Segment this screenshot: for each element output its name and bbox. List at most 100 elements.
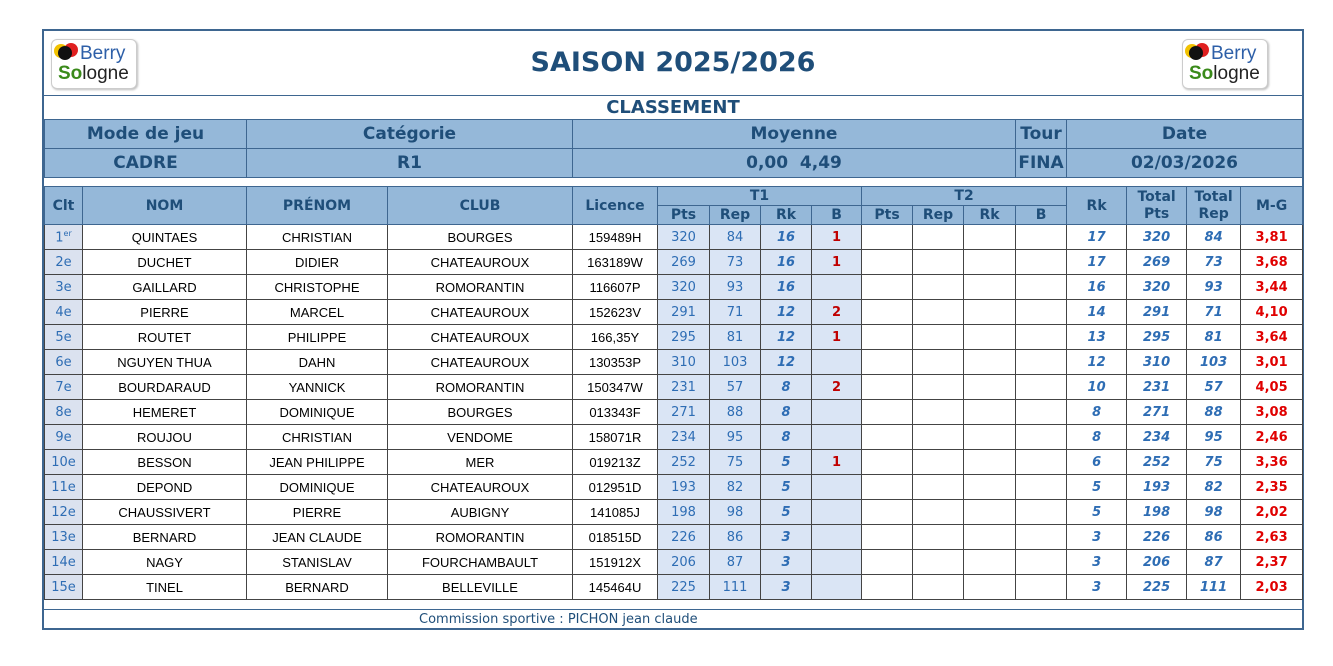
- cell-club: ROMORANTIN: [387, 524, 573, 550]
- cell-nom: BERNARD: [82, 524, 247, 550]
- cell-nom: GAILLARD: [82, 274, 247, 300]
- cell-nom: NGUYEN THUA: [82, 349, 247, 375]
- cell-club: CHATEAUROUX: [387, 349, 573, 375]
- cell-t2-empty: [963, 424, 1017, 450]
- cell-pts: 291: [657, 299, 710, 325]
- cell-club: BELLEVILLE: [387, 574, 573, 600]
- col-t1-pts: Pts: [657, 205, 710, 225]
- table-row: 2e DUCHET DIDIER CHATEAUROUX 163189W 269 73 16 1…: [44, 249, 1304, 275]
- cell-nom: HEMERET: [82, 399, 247, 425]
- cell-b: [810, 274, 863, 300]
- cell-t2-empty: [1015, 274, 1068, 300]
- cell-rk1: 5: [760, 449, 812, 475]
- cell-rep: 103: [709, 349, 761, 375]
- cell-prenom: YANNICK: [246, 374, 388, 400]
- cell-tr: 75: [1186, 449, 1242, 475]
- cell-b: [810, 399, 863, 425]
- cell-t2-empty: [963, 574, 1017, 600]
- cell-t2-empty: [963, 474, 1017, 500]
- cell-t2-empty: [1015, 249, 1068, 275]
- cell-prenom: CHRISTIAN: [246, 224, 388, 250]
- table-row: 15e TINEL BERNARD BELLEVILLE 145464U 225 111 3 3…: [44, 574, 1304, 600]
- cell-b: 1: [810, 324, 863, 350]
- cell-t2-empty: [1015, 374, 1068, 400]
- cell-t2-empty: [912, 299, 965, 325]
- cell-rk: 3: [1066, 574, 1128, 600]
- cell-club: FOURCHAMBAULT: [387, 549, 573, 575]
- cell-club: CHATEAUROUX: [387, 324, 573, 350]
- cell-rk: 6: [1066, 449, 1128, 475]
- cell-b: 1: [810, 249, 863, 275]
- cell-clt: 9e: [44, 424, 83, 450]
- cell-club: MER: [387, 449, 573, 475]
- cell-tr: 98: [1186, 499, 1242, 525]
- cell-b: [810, 499, 863, 525]
- cell-licence: 019213Z: [572, 449, 658, 475]
- cell-nom: CHAUSSIVERT: [82, 499, 247, 525]
- cell-b: [810, 574, 863, 600]
- cell-t2-empty: [1015, 424, 1068, 450]
- cell-rep: 88: [709, 399, 761, 425]
- cell-t2-empty: [861, 499, 914, 525]
- col-t2-rk: Rk: [963, 205, 1017, 225]
- cell-mg: 2,37: [1240, 549, 1304, 575]
- cell-t2-empty: [912, 374, 965, 400]
- cell-club: BOURGES: [387, 399, 573, 425]
- cell-b: [810, 474, 863, 500]
- ranking-sheet: Berry Sologne Berry Sologne SAISON 2025/20…: [42, 29, 1304, 630]
- cell-nom: BESSON: [82, 449, 247, 475]
- cell-rk: 16: [1066, 274, 1128, 300]
- cell-club: CHATEAUROUX: [387, 249, 573, 275]
- cell-b: 1: [810, 224, 863, 250]
- cell-t2-empty: [1015, 399, 1068, 425]
- cell-licence: 012951D: [572, 474, 658, 500]
- cell-prenom: JEAN PHILIPPE: [246, 449, 388, 475]
- label-categorie: Catégorie: [246, 119, 573, 149]
- cell-rk1: 12: [760, 299, 812, 325]
- cell-t2-empty: [912, 449, 965, 475]
- col-t1-b: B: [810, 205, 863, 225]
- cell-t2-empty: [912, 349, 965, 375]
- cell-clt: 12e: [44, 499, 83, 525]
- cell-rk: 17: [1066, 249, 1128, 275]
- cell-pts: 310: [657, 349, 710, 375]
- cell-t2-empty: [861, 224, 914, 250]
- cell-b: [810, 549, 863, 575]
- cell-mg: 2,35: [1240, 474, 1304, 500]
- cell-prenom: CHRISTOPHE: [246, 274, 388, 300]
- cell-prenom: MARCEL: [246, 299, 388, 325]
- cell-rk1: 5: [760, 474, 812, 500]
- cell-b: [810, 349, 863, 375]
- cell-rk: 5: [1066, 499, 1128, 525]
- cell-t2-empty: [861, 524, 914, 550]
- cell-nom: TINEL: [82, 574, 247, 600]
- cell-tp: 226: [1126, 524, 1188, 550]
- cell-b: 2: [810, 299, 863, 325]
- cell-clt: 3e: [44, 274, 83, 300]
- cell-clt: 11e: [44, 474, 83, 500]
- cell-clt: 5e: [44, 324, 83, 350]
- cell-tr: 81: [1186, 324, 1242, 350]
- label-tour: Tour: [1015, 119, 1067, 149]
- table-row: 13e BERNARD JEAN CLAUDE ROMORANTIN 018515D 22…: [44, 524, 1304, 550]
- cell-t2-empty: [963, 499, 1017, 525]
- table-row: 14e NAGY STANISLAV FOURCHAMBAULT 151912X 206 8…: [44, 549, 1304, 575]
- cell-t2-empty: [912, 524, 965, 550]
- cell-t2-empty: [1015, 449, 1068, 475]
- cell-tr: 82: [1186, 474, 1242, 500]
- cell-licence: 145464U: [572, 574, 658, 600]
- cell-tp: 320: [1126, 224, 1188, 250]
- cell-t2-empty: [912, 424, 965, 450]
- cell-prenom: DAHN: [246, 349, 388, 375]
- col-rk: Rk: [1066, 186, 1128, 225]
- cell-pts: 206: [657, 549, 710, 575]
- col-t1-rep: Rep: [709, 205, 761, 225]
- cell-t2-empty: [1015, 299, 1068, 325]
- cell-b: [810, 524, 863, 550]
- cell-tr: 73: [1186, 249, 1242, 275]
- cell-nom: ROUTET: [82, 324, 247, 350]
- cell-t2-empty: [963, 374, 1017, 400]
- section-title: CLASSEMENT: [606, 97, 740, 118]
- table-row: 4e PIERRE MARCEL CHATEAUROUX 152623V 291 71 12 2…: [44, 299, 1304, 325]
- cell-tp: 291: [1126, 299, 1188, 325]
